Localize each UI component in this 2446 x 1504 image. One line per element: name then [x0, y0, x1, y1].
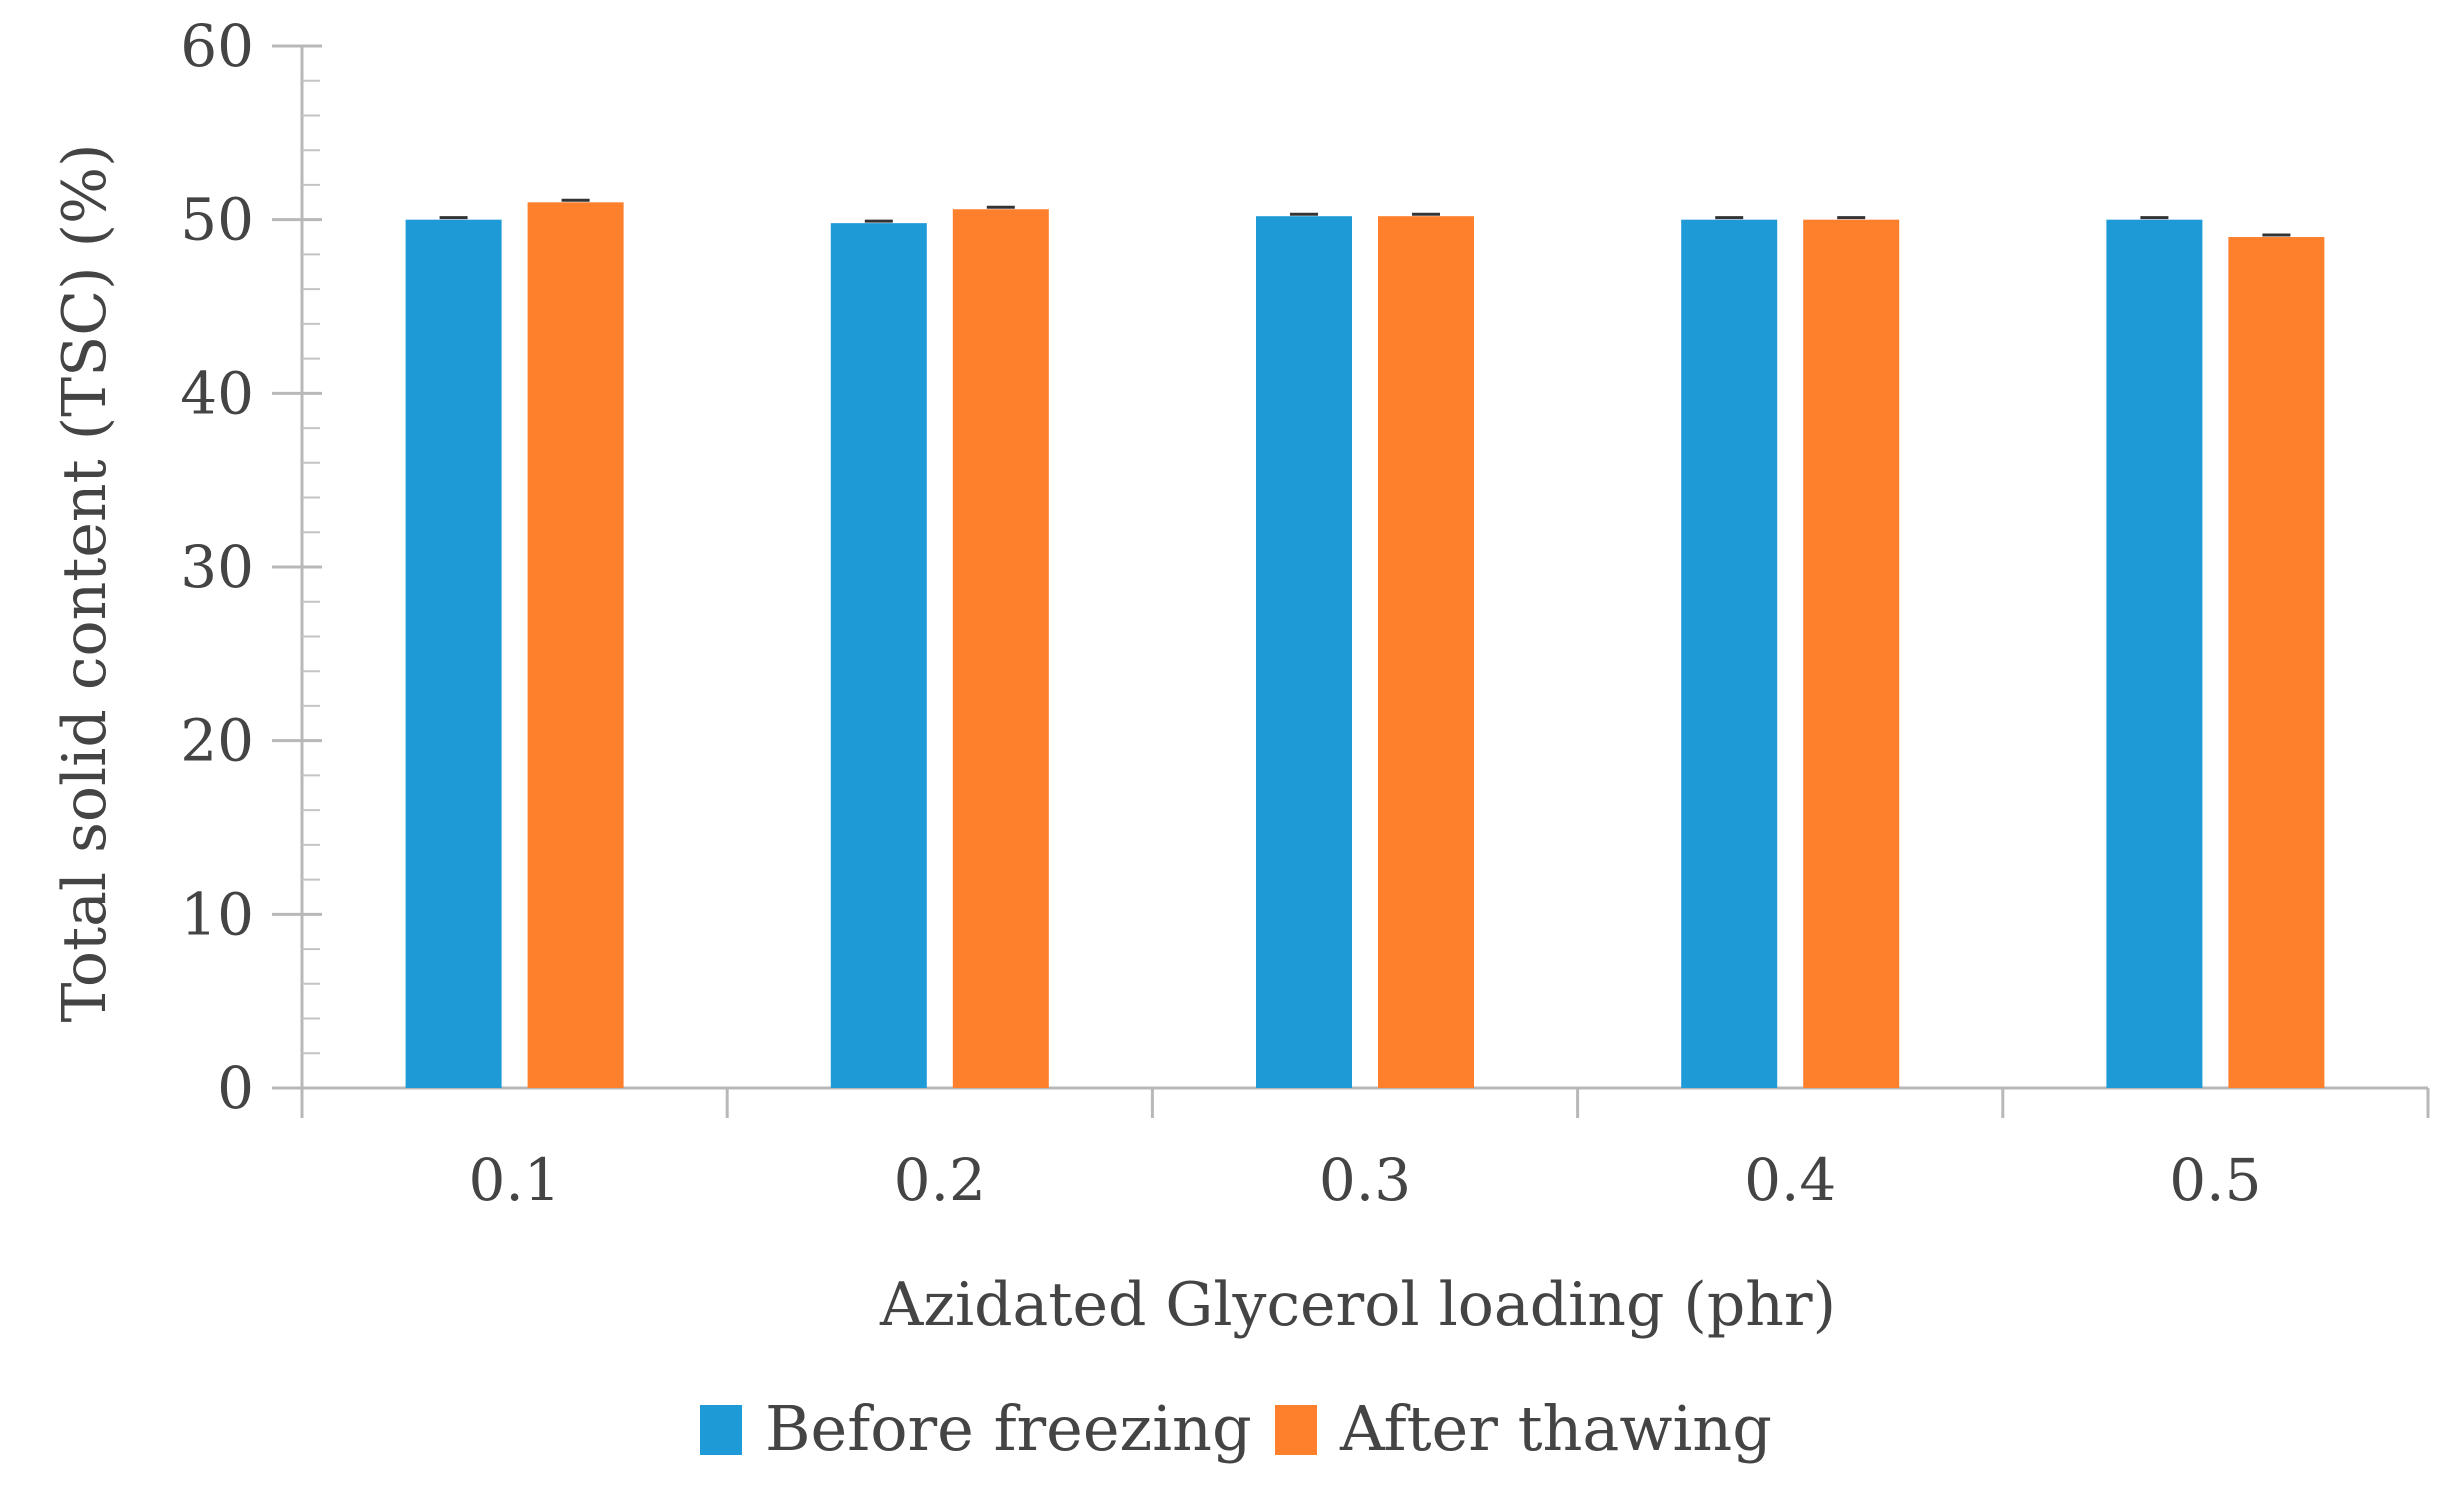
x-tick-label: 0.1 [468, 1146, 560, 1214]
bar-after-thawing [1378, 216, 1474, 1088]
tick-labels: 0 10 20 30 40 50 60 0.1 0.2 0.3 0.4 0.5 [180, 12, 2261, 1214]
y-tick-label: 20 [180, 707, 254, 775]
y-axis-title: Total solid content (TSC) (%) [50, 144, 120, 1023]
legend: Before freezing After thawing [700, 1392, 1772, 1465]
legend-swatch-after-thawing [1275, 1405, 1317, 1455]
x-axis-title: Azidated Glycerol loading (phr) [879, 1270, 1836, 1340]
bar-after-thawing [952, 209, 1049, 1088]
x-tick-label: 0.2 [894, 1146, 986, 1214]
axes [272, 44, 2430, 1118]
bar-before-freezing [1256, 216, 1352, 1088]
legend-swatch-before-freezing [700, 1405, 742, 1455]
bar-after-thawing [1803, 219, 1900, 1088]
bar-after-thawing [2228, 237, 2325, 1089]
x-tick-label: 0.3 [1319, 1146, 1411, 1214]
y-tick-label: 0 [217, 1054, 254, 1122]
x-tick-label: 0.4 [1744, 1146, 1836, 1214]
y-tick-label: 40 [180, 359, 254, 427]
bar-after-thawing [527, 202, 624, 1089]
bar-before-freezing [2106, 219, 2203, 1088]
y-tick-label: 10 [180, 880, 254, 948]
x-tick-label: 0.5 [2169, 1146, 2261, 1214]
legend-label-before-freezing: Before freezing [765, 1392, 1252, 1465]
bar-before-freezing [405, 219, 502, 1088]
y-tick-label: 50 [180, 186, 254, 254]
y-tick-label: 60 [180, 12, 254, 80]
legend-label-after-thawing: After thawing [1339, 1392, 1772, 1465]
y-tick-label: 30 [180, 533, 254, 601]
bars [405, 198, 2325, 1089]
bar-before-freezing [830, 223, 927, 1088]
bar-before-freezing [1681, 219, 1778, 1088]
